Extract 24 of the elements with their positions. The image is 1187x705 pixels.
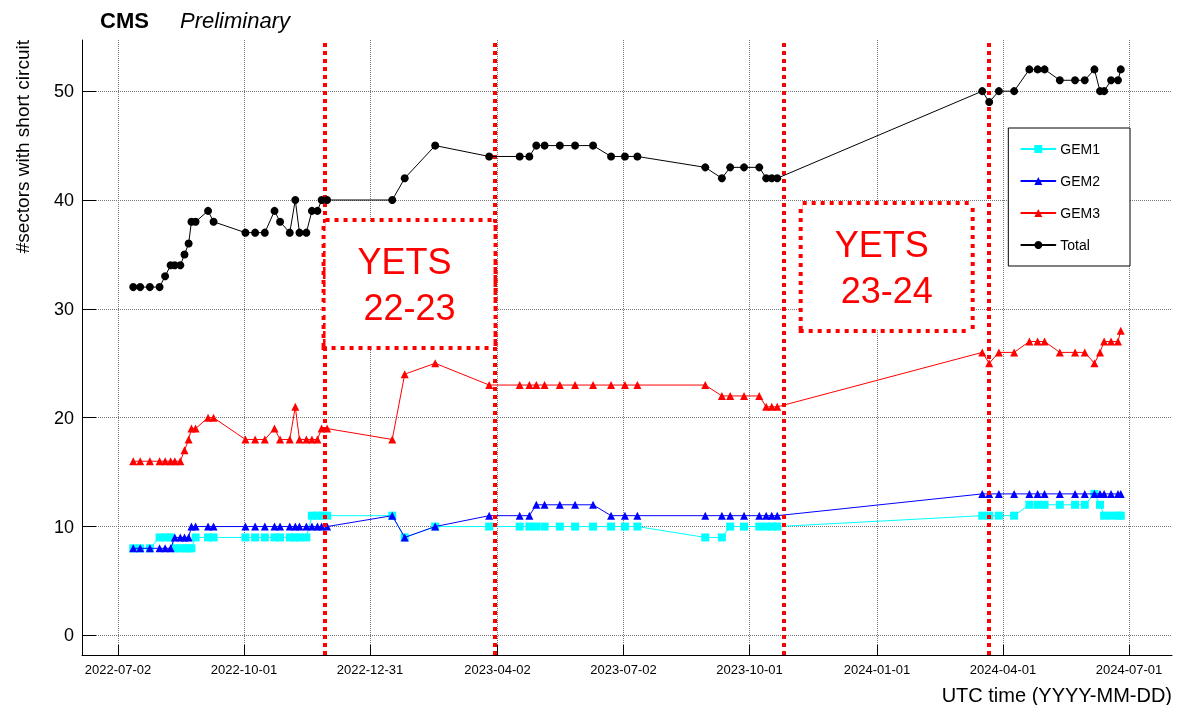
- annotation: YETS 22-23: [357, 240, 462, 328]
- x-tick-label: 2023-10-01: [716, 662, 783, 677]
- y-axis-title: #sectors with short circuit: [12, 39, 33, 254]
- x-tick-label: 2022-12-31: [336, 662, 404, 677]
- legend-label: GEM2: [1060, 173, 1101, 189]
- legend-label: GEM1: [1060, 141, 1101, 157]
- y-tick-label: 10: [53, 516, 74, 537]
- annotation: YETS 23-24: [834, 223, 939, 311]
- legend-label: GEM3: [1060, 205, 1101, 221]
- y-tick-label: 40: [53, 190, 74, 211]
- x-tick-label: 2023-04-02: [464, 662, 531, 677]
- y-tick-label: 20: [53, 407, 74, 428]
- x-tick-label: 2024-01-01: [843, 662, 911, 677]
- y-tick-label: 30: [53, 298, 74, 319]
- chart-title: CMS: [100, 7, 149, 33]
- legend-label: Total: [1060, 237, 1090, 253]
- x-tick-label: 2022-10-01: [210, 662, 278, 677]
- x-tick-label: 2024-04-01: [969, 662, 1037, 677]
- x-tick-label: 2023-07-02: [590, 662, 657, 677]
- y-tick-label: 50: [53, 81, 74, 102]
- x-tick-label: 2024-07-01: [1095, 662, 1163, 677]
- chart-subtitle: Preliminary: [180, 7, 293, 33]
- y-tick-label: 0: [63, 625, 74, 646]
- x-tick-label: 2022-07-02: [84, 662, 152, 677]
